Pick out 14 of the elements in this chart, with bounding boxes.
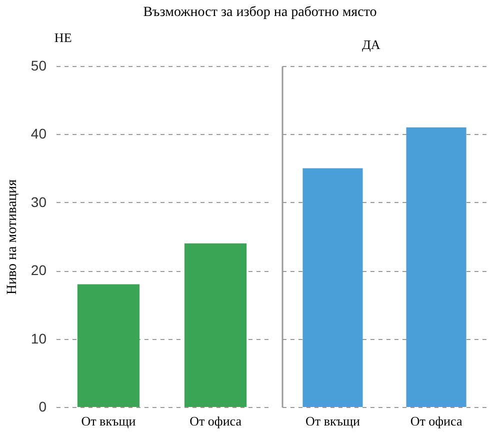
x-tick-label: От вкъщи — [81, 414, 136, 428]
chart-subtitle: НЕ — [54, 30, 72, 45]
y-tick-label: 40 — [30, 126, 47, 142]
chart-title: Възможност за избор на работно място — [142, 4, 378, 22]
chart-subtitle: ДА — [362, 37, 381, 52]
x-tick-label: От вкъщи — [306, 414, 360, 428]
x-tick-label: От офиса — [410, 414, 462, 428]
y-tick-label: 10 — [30, 330, 47, 346]
y-tick-label: 30 — [30, 194, 47, 210]
y-tick-label: 20 — [30, 262, 47, 278]
y-tick-label: 0 — [38, 398, 47, 414]
y-tick-label: 50 — [30, 58, 47, 74]
x-tick-label: От офиса — [190, 414, 242, 428]
y-axis-title: Ниво на мотивация — [4, 178, 20, 295]
